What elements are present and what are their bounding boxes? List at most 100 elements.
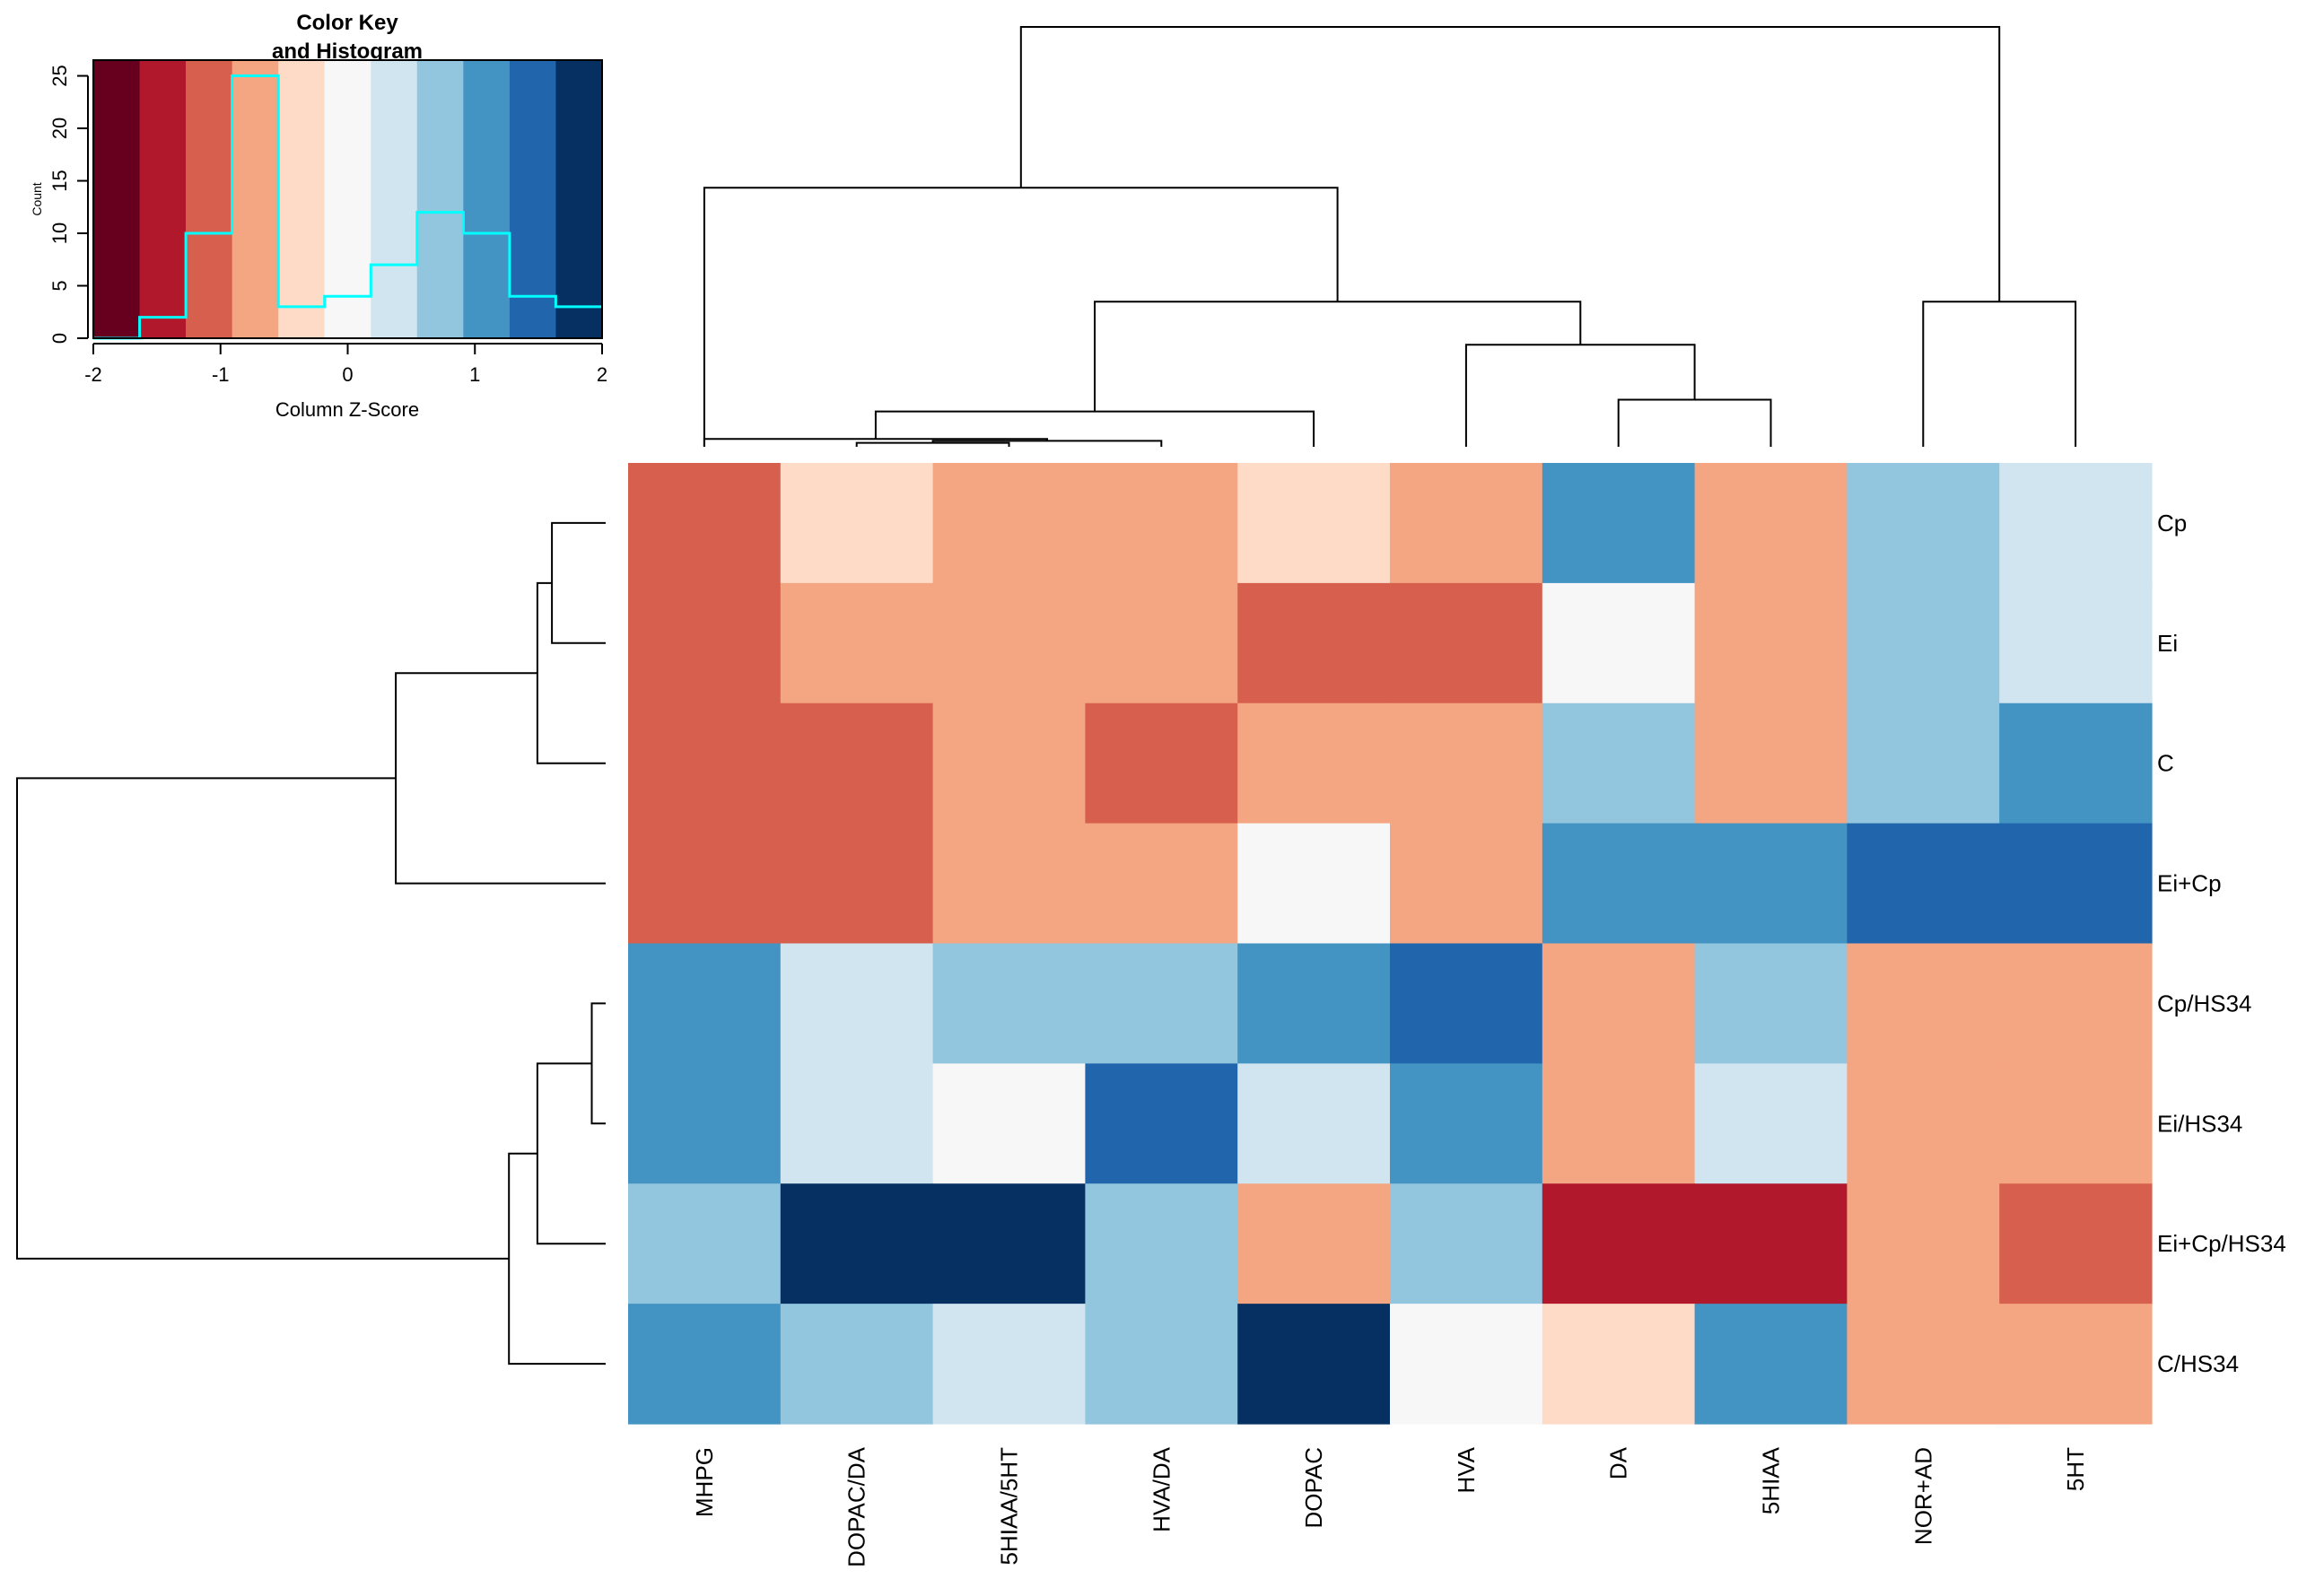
row-dendrogram-branch xyxy=(16,777,510,1260)
heatmap-cell-ei-cp-5hiaa-5ht xyxy=(932,823,1086,945)
column-label: 5HT xyxy=(2062,1447,2089,1491)
heatmap-cell-ei-cp-mhpg xyxy=(628,823,782,945)
heatmap-cell-ei-hs34-hva xyxy=(1390,1063,1543,1184)
heatmap-cell-ei-mhpg xyxy=(628,582,782,704)
heatmap-cell-ei-hs34-dopac xyxy=(1237,1063,1391,1184)
heatmap-cell-c-dopac-da xyxy=(780,702,934,825)
row-label: Cp xyxy=(2157,510,2187,537)
color-key-band xyxy=(278,60,326,338)
heatmap-cell-ei-hs34-dopac-da xyxy=(780,1063,934,1184)
heatmap-cell-ei-cp-hs34-dopac-da xyxy=(780,1183,934,1304)
color-key-band xyxy=(463,60,511,338)
heatmap-cell-ei-cp-hs34-mhpg xyxy=(628,1183,782,1304)
heatmap-cell-ei-cp-dopac-da xyxy=(780,823,934,945)
heatmap-cell-cp-5ht xyxy=(1999,463,2153,584)
heatmap-cell-c-dopac xyxy=(1237,702,1391,825)
heatmap-cell-c-5ht xyxy=(1999,702,2153,825)
heatmap-cell-ei-cp-hva-da xyxy=(1085,823,1238,945)
heatmap-cell-ei-hva xyxy=(1390,582,1543,704)
heatmap-cell-cp-hs34-hva xyxy=(1390,943,1543,1064)
heatmap-cell-ei-cp-hs34-hva-da xyxy=(1085,1183,1238,1304)
heatmap-cells xyxy=(628,463,2153,1425)
heatmap-cell-cp-dopac-da xyxy=(780,463,934,584)
color-key-x-tick-label: 2 xyxy=(597,363,607,386)
heatmap-cell-c-mhpg xyxy=(628,702,782,825)
heatmap-cell-c-hs34-dopac xyxy=(1237,1304,1391,1425)
heatmap-cell-cp-da xyxy=(1542,463,1696,584)
row-label: Ei/HS34 xyxy=(2157,1110,2242,1137)
color-key: Color Key and Histogram -2 -1 0 1 2 05101520… xyxy=(30,11,607,421)
color-key-y-tick-label: 15 xyxy=(48,170,71,191)
heatmap-cell-cp-5hiaa-5ht xyxy=(932,463,1086,584)
color-key-band xyxy=(324,60,371,338)
heatmap-cell-c-hva-da xyxy=(1085,702,1238,825)
heatmap-cell-ei-cp-nor-ad xyxy=(1847,823,2000,945)
color-key-x-axis: -2 -1 0 1 2 xyxy=(84,343,607,386)
row-label: C xyxy=(2157,750,2174,777)
color-key-frame xyxy=(92,59,603,339)
column-dendrogram xyxy=(703,26,2077,447)
color-key-y-tick-label: 25 xyxy=(48,65,71,86)
heatmap-cell-c-hs34-5hiaa-5ht xyxy=(932,1304,1086,1425)
color-key-band xyxy=(232,60,279,338)
color-key-y-tick-label: 10 xyxy=(48,222,71,244)
heatmap-cell-ei-hs34-hva-da xyxy=(1085,1063,1238,1184)
color-key-x-tick-label: 1 xyxy=(469,363,480,386)
heatmap-cell-cp-hs34-mhpg xyxy=(628,943,782,1064)
heatmap-cell-ei-dopac xyxy=(1237,582,1391,704)
heatmap-cell-cp-hs34-5ht xyxy=(1999,943,2153,1064)
heatmap-cell-cp-mhpg xyxy=(628,463,782,584)
heatmap-cell-cp-hs34-dopac xyxy=(1237,943,1391,1064)
heatmap-cell-c-hs34-da xyxy=(1542,1304,1696,1425)
color-key-band xyxy=(555,60,603,338)
heatmap-cell-c-da xyxy=(1542,702,1696,825)
column-label: DA xyxy=(1605,1446,1632,1479)
heatmap-cell-ei-cp-hs34-5ht xyxy=(1999,1183,2153,1304)
heatmap-cell-ei-hs34-5ht xyxy=(1999,1063,2153,1184)
column-label: MHPG xyxy=(691,1447,718,1517)
color-key-band xyxy=(416,60,464,338)
heatmap-cell-cp-5hiaa xyxy=(1694,463,1848,584)
color-key-y-tick-label: 0 xyxy=(48,333,71,344)
heatmap-cell-c-hs34-5hiaa xyxy=(1694,1304,1848,1425)
column-label: DOPAC xyxy=(1300,1447,1327,1529)
heatmap-cell-cp-nor-ad xyxy=(1847,463,2000,584)
heatmap-cell-ei-hs34-da xyxy=(1542,1063,1696,1184)
row-label: Ei+Cp xyxy=(2157,870,2222,897)
column-label: HVA/DA xyxy=(1148,1446,1175,1532)
column-label: 5HIAA xyxy=(1758,1446,1785,1514)
heatmap-cell-ei-5hiaa-5ht xyxy=(932,582,1086,704)
color-key-y-label: Count xyxy=(30,182,44,215)
heatmap-cell-cp-dopac xyxy=(1237,463,1391,584)
heatmap-cell-ei-cp-5ht xyxy=(1999,823,2153,945)
heatmap-cell-ei-cp-hs34-5hiaa xyxy=(1694,1183,1848,1304)
heatmap-cell-c-hs34-5ht xyxy=(1999,1304,2153,1425)
heatmap-cell-ei-da xyxy=(1542,582,1696,704)
heatmap-cell-cp-hva-da xyxy=(1085,463,1238,584)
row-labels: Cp Ei C Ei+Cp Cp/HS34 Ei/HS34 Ei+Cp/HS34 C/HS34 xyxy=(2157,510,2286,1377)
row-label: Ei xyxy=(2157,630,2178,657)
color-key-y-axis: 0 5 10 15 20 25 xyxy=(48,65,89,344)
color-key-x-tick-label: -2 xyxy=(84,363,102,386)
heatmap-cell-ei-cp-hs34-hva xyxy=(1390,1183,1543,1304)
color-key-y-tick-label: 5 xyxy=(48,280,71,291)
heatmap-cell-c-hva xyxy=(1390,702,1543,825)
heatmap-cell-ei-cp-hva xyxy=(1390,823,1543,945)
heatmap-cell-c-hs34-nor-ad xyxy=(1847,1304,2000,1425)
column-label: NOR+AD xyxy=(1909,1447,1936,1545)
heatmap-cell-c-hs34-dopac-da xyxy=(780,1304,934,1425)
color-key-band xyxy=(139,60,187,338)
column-dendrogram-branch xyxy=(1019,26,2001,302)
heatmap-cell-ei-cp-da xyxy=(1542,823,1696,945)
heatmap-cell-ei-cp-hs34-5hiaa-5ht xyxy=(932,1183,1086,1304)
heatmap-cell-ei-5ht xyxy=(1999,582,2153,704)
column-labels: MHPG DOPAC/DA 5HIAA/5HT HVA/DA DOPAC HVA DA 5HI… xyxy=(691,1446,2089,1567)
color-key-title-line1: Color Key xyxy=(296,11,398,35)
heatmap-cell-c-hs34-mhpg xyxy=(628,1304,782,1425)
heatmap-cell-ei-nor-ad xyxy=(1847,582,2000,704)
heatmap-cell-ei-5hiaa xyxy=(1694,582,1848,704)
heatmap-cell-cp-hs34-nor-ad xyxy=(1847,943,2000,1064)
heatmap-cell-ei-hva-da xyxy=(1085,582,1238,704)
color-key-x-label: Column Z-Score xyxy=(275,398,419,421)
heatmap-cell-cp-hs34-da xyxy=(1542,943,1696,1064)
